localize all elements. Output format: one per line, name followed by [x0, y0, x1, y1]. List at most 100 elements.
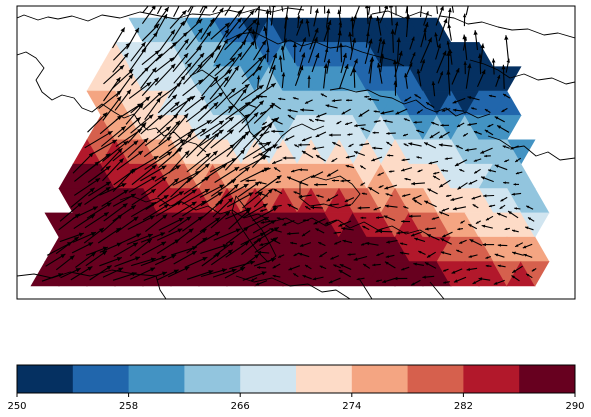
wind-arrow [354, 124, 366, 128]
wind-arrow-head [337, 30, 342, 36]
wind-arrow-head [453, 279, 458, 283]
wind-arrow [399, 242, 408, 246]
wind-arrow-head [314, 8, 319, 14]
wind-arrow-head [206, 120, 212, 125]
wind-arrow-head [223, 39, 228, 44]
wind-arrow [483, 194, 495, 198]
wind-arrow [330, 255, 340, 260]
wind-arrow [158, 120, 181, 145]
wind-arrow-head [323, 63, 328, 69]
wind-arrow-head [218, 129, 224, 135]
wind-arrow [254, 6, 261, 13]
wind-arrow-head [360, 127, 365, 131]
wind-arrow [127, 215, 155, 230]
wind-arrow-shaft [144, 151, 173, 170]
wind-arrow [317, 241, 326, 247]
wind-arrow-head [176, 82, 182, 88]
wind-arrow [278, 97, 286, 101]
wind-arrow-shaft [172, 170, 201, 186]
wind-arrow-head [485, 217, 490, 221]
wind-arrow-shaft [87, 165, 111, 183]
wind-arrow-head [362, 226, 366, 229]
wind-arrow [156, 238, 180, 254]
colorbar-frame [16, 364, 576, 394]
wind-arrow-head [163, 195, 169, 200]
wind-arrow-head [252, 19, 257, 24]
wind-arrow-head [157, 91, 163, 97]
wind-arrow-head [137, 128, 142, 134]
wind-arrow [359, 165, 366, 170]
wind-arrow-head [117, 214, 123, 220]
wind-arrow [477, 53, 483, 75]
wind-arrow-head [183, 53, 189, 59]
wind-arrow-shaft [168, 150, 190, 174]
wind-arrow [299, 37, 307, 53]
wind-arrow-head [457, 186, 462, 190]
wind-arrow [413, 262, 424, 266]
wind-arrow [347, 253, 356, 256]
wind-arrow [482, 243, 495, 247]
wind-arrow-head [359, 143, 363, 147]
wind-arrow-shaft [405, 6, 408, 14]
wind-arrow-head [182, 32, 188, 37]
wind-arrow [281, 6, 284, 12]
wind-arrow-head [484, 129, 489, 133]
wind-arrow [212, 6, 219, 13]
wind-arrow [457, 227, 463, 231]
wind-arrow-head [338, 270, 343, 274]
wind-arrow [241, 65, 263, 85]
wind-arrow [409, 52, 416, 64]
wind-arrow-head [165, 126, 171, 131]
wind-arrow-shaft [128, 176, 157, 193]
wind-arrow-head [501, 64, 506, 70]
wind-arrow-head [243, 184, 249, 189]
wind-arrow [410, 279, 421, 286]
wind-arrow [170, 176, 192, 198]
wind-arrow [384, 261, 396, 269]
wind-arrow-head [105, 181, 111, 186]
wind-arrow-head [454, 162, 459, 166]
wind-arrow [242, 191, 263, 209]
wind-arrow-head [161, 177, 167, 182]
wind-arrow-head [117, 115, 122, 120]
wind-arrow [457, 182, 468, 190]
wind-arrow [199, 184, 225, 198]
wind-arrow [466, 267, 478, 271]
wind-arrow [505, 58, 510, 73]
wind-arrow [459, 168, 465, 173]
wind-arrow [438, 18, 448, 42]
wind-arrow [440, 123, 450, 127]
wind-arrow-head [474, 131, 478, 134]
wind-arrow-head [336, 121, 340, 124]
wind-arrow-head [326, 198, 331, 202]
wind-arrow-head [368, 14, 373, 19]
wind-arrow [140, 165, 167, 182]
wind-arrow [254, 20, 260, 39]
wind-arrow-shaft [183, 6, 194, 26]
wind-arrow [403, 143, 409, 147]
wind-arrow [324, 219, 337, 225]
wind-arrow-shaft [436, 6, 439, 14]
wind-arrow-head [401, 220, 405, 223]
colorbar-tick-label: 282 [454, 401, 473, 412]
wind-arrow [440, 251, 452, 256]
wind-arrow-head [354, 151, 358, 155]
wind-arrow [88, 181, 112, 197]
wind-arrow [378, 184, 384, 189]
wind-arrow-head [312, 146, 316, 151]
colorbar-tick-label: 258 [119, 401, 138, 412]
wind-arrow-head [263, 217, 269, 221]
wind-arrow-shaft [127, 215, 155, 230]
wind-arrow-head [274, 117, 279, 122]
wind-arrow-head [300, 108, 304, 112]
wind-arrow-head [341, 227, 345, 231]
wind-arrow [494, 253, 505, 258]
wind-arrow-head [284, 137, 289, 141]
wind-arrow-head [173, 269, 179, 274]
wind-arrow [168, 216, 192, 233]
wind-arrow [411, 181, 425, 186]
wind-arrow-head [319, 254, 323, 257]
wind-arrow [338, 269, 351, 278]
wind-arrow [127, 137, 149, 158]
wind-arrow [301, 150, 314, 159]
